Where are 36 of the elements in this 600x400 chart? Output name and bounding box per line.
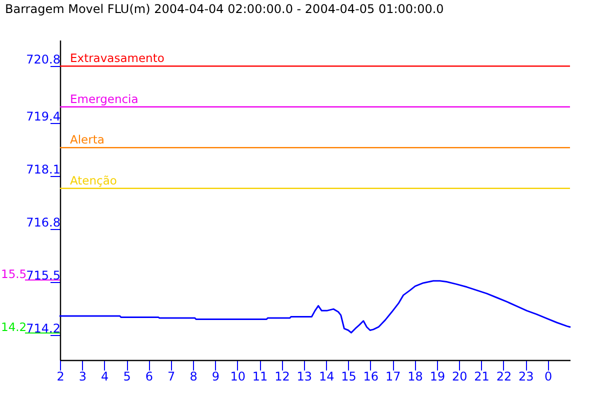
x-tick-label: 3 [78, 370, 86, 384]
x-tick-label: 6 [145, 370, 154, 384]
x-tick-label: 23 [518, 370, 534, 384]
y-tick-label: 714.2 [26, 322, 60, 336]
text: 14.2 [1, 320, 27, 334]
x-tick-label: 9 [212, 370, 220, 384]
x-tick-label: 5 [123, 370, 131, 384]
text: 15.5 [1, 267, 27, 281]
x-tick-label: 19 [430, 370, 446, 384]
x-tick-label: 22 [496, 370, 512, 384]
x-tick-label: 7 [168, 370, 176, 384]
x-tick-label: 2 [56, 370, 64, 384]
y-tick-label: 715.5 [26, 268, 60, 283]
y-tick-label: 718.1 [26, 162, 60, 177]
x-tick-label: 17 [385, 370, 401, 384]
x-tick-label: 10 [230, 370, 246, 384]
x-tick-label: 13 [296, 370, 312, 384]
x-tick-label: 21 [474, 370, 490, 384]
ref-line-label: Extravasamento [70, 51, 164, 66]
chart-title: Barragem Movel FLU(m) 2004-04-04 02:00:00.0 - 2004-04-05 01:00:00.0 [5, 2, 444, 16]
x-tick-label: 18 [408, 370, 423, 384]
x-tick-label: 4 [101, 370, 109, 384]
y-tick-label: 719.4 [26, 110, 60, 124]
ref-line-label: Alerta [70, 132, 104, 147]
ref-line-label: Emergencia [70, 92, 138, 106]
x-tick-label: 8 [190, 370, 198, 384]
x-tick-label: 12 [274, 370, 290, 384]
x-tick-label: 15 [341, 370, 356, 384]
x-tick-label: 20 [452, 370, 468, 384]
ref-line-label: Atenção [70, 173, 117, 188]
x-tick-label: 16 [363, 370, 379, 384]
x-tick-label: 14 [318, 370, 334, 384]
x-tick-label: 0 [544, 370, 552, 384]
y-tick-label: 716.8 [26, 216, 60, 230]
y-tick-label: 720.8 [26, 52, 60, 67]
x-tick-label: 11 [252, 370, 268, 384]
